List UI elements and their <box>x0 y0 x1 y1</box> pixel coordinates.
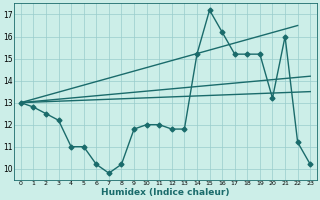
X-axis label: Humidex (Indice chaleur): Humidex (Indice chaleur) <box>101 188 230 197</box>
